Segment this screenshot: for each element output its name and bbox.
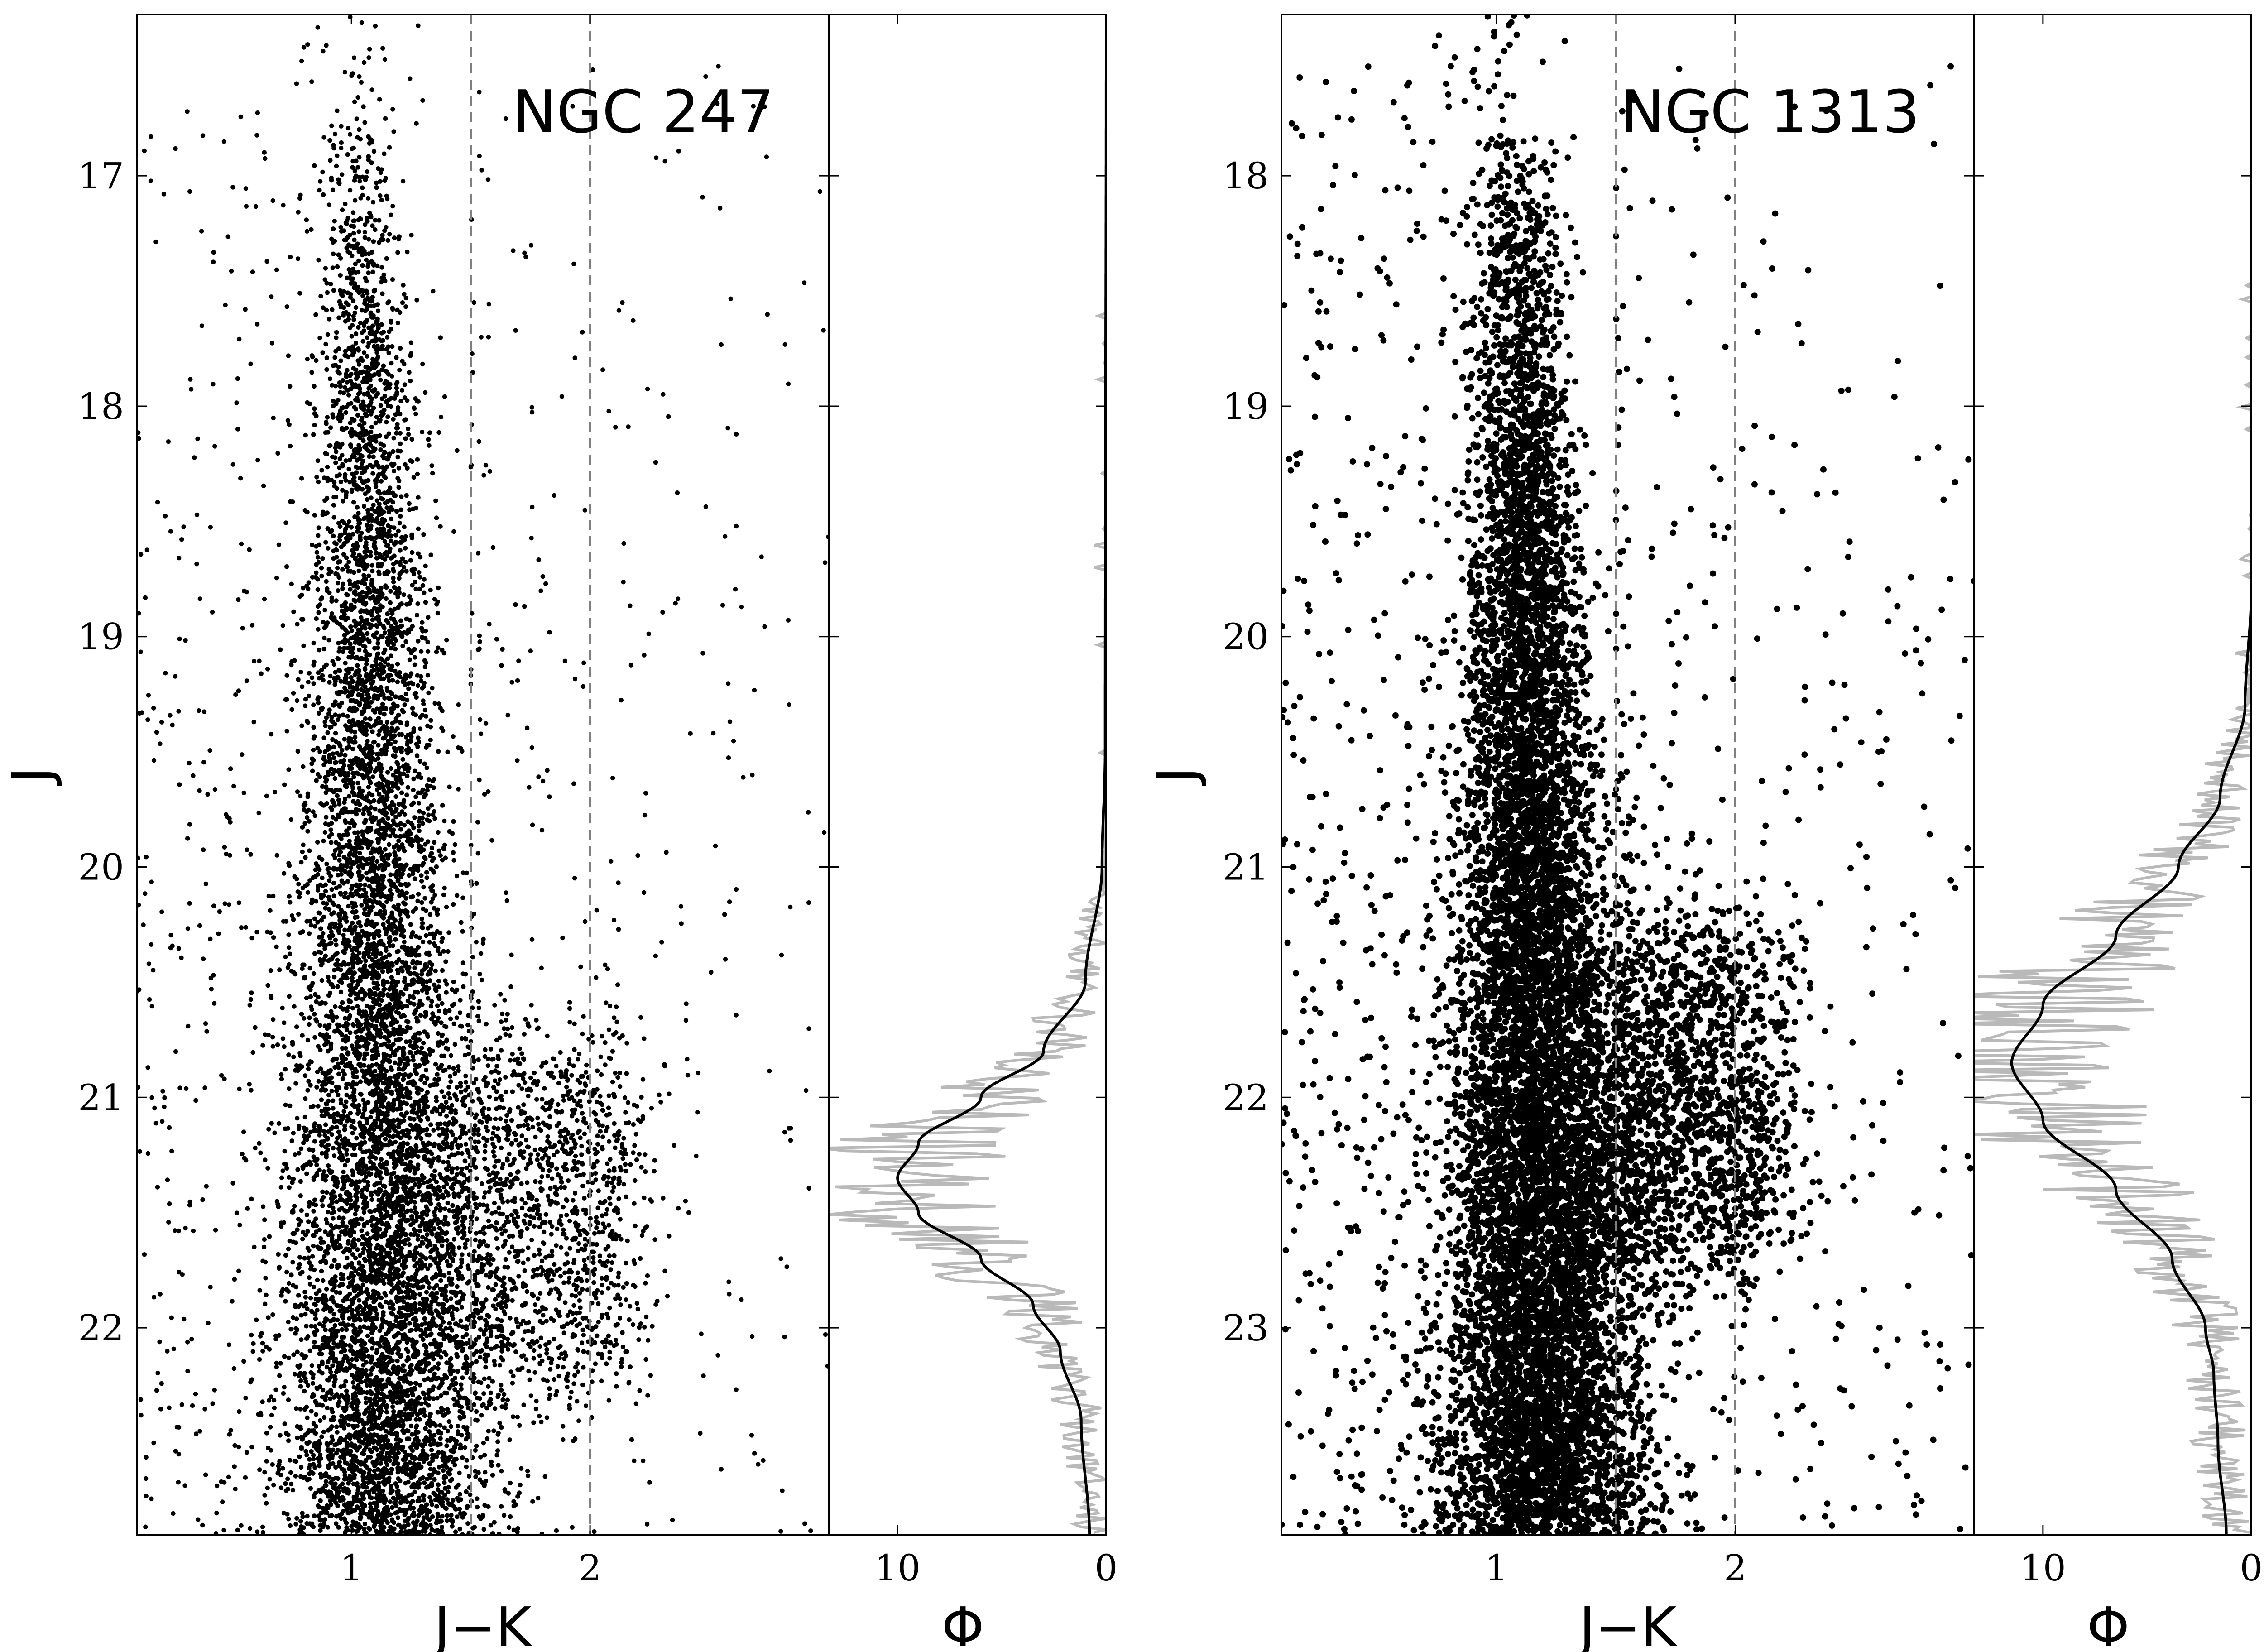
y-tick-label: 17: [78, 155, 124, 197]
y-axis-label: J: [1, 767, 64, 786]
phi-axis-label: Φ: [941, 1596, 984, 1652]
lf-group-2: [1907, 14, 2251, 1535]
panel-title: NGC 1313: [1621, 77, 1920, 146]
x-axis-label: J−K: [431, 1596, 533, 1652]
lf-x-tick-label: 0: [2240, 1547, 2263, 1589]
cmd-stars-1: [135, 14, 830, 1537]
x-tick-label: 2: [579, 1547, 602, 1589]
y-tick-label: 20: [78, 846, 124, 888]
star-points: [135, 14, 830, 1537]
lf-group-1: [819, 14, 1106, 1535]
lf-x-tick-label: 10: [874, 1547, 921, 1589]
x-tick-label: 1: [340, 1547, 363, 1589]
y-tick-label: 20: [1223, 616, 1269, 658]
star-points: [1278, 12, 1977, 1538]
y-tick-label: 19: [78, 616, 124, 658]
panel-title: NGC 247: [513, 77, 774, 146]
lf-x-tick-label: 0: [1095, 1547, 1118, 1589]
y-tick-label: 22: [78, 1307, 124, 1349]
cmd-stars-2: [1278, 12, 1977, 1538]
luminosity-function-fit: [2012, 14, 2251, 1535]
y-tick-label: 21: [78, 1076, 124, 1119]
y-tick-label: 18: [78, 385, 124, 427]
y-tick-label: 23: [1223, 1307, 1269, 1349]
x-tick-label: 1: [1485, 1547, 1508, 1589]
y-tick-label: 19: [1223, 385, 1269, 427]
lf-frame-2: [1974, 14, 2251, 1535]
luminosity-function-raw: [819, 291, 1106, 1532]
y-tick-label: 21: [1223, 846, 1269, 888]
y-tick-label: 18: [1223, 155, 1269, 197]
y-tick-label: 22: [1223, 1076, 1269, 1119]
x-tick-label: 2: [1724, 1547, 1747, 1589]
phi-axis-label: Φ: [2087, 1596, 2130, 1652]
lf-x-tick-label: 10: [2020, 1547, 2066, 1589]
y-axis-label: J: [1146, 767, 1209, 786]
luminosity-function-raw: [1907, 222, 2251, 1532]
x-axis-label: J−K: [1576, 1596, 1678, 1652]
